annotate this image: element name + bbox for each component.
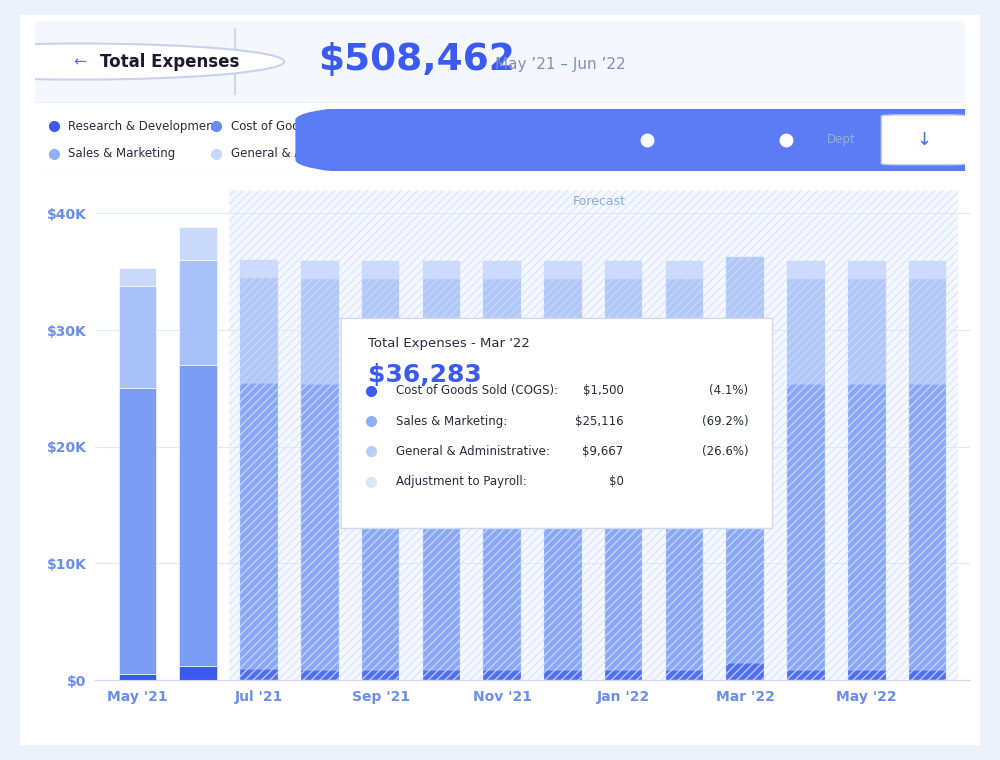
Bar bbox=[119, 674, 156, 680]
Text: (69.2%): (69.2%) bbox=[702, 415, 748, 428]
Text: General & Administrative: General & Administrative bbox=[231, 147, 381, 160]
Bar bbox=[605, 261, 642, 279]
Text: $0: $0 bbox=[609, 475, 624, 488]
Text: $508,462: $508,462 bbox=[318, 42, 515, 78]
Bar bbox=[362, 261, 399, 279]
Text: Class: Class bbox=[706, 133, 738, 147]
Bar bbox=[301, 279, 339, 384]
Bar bbox=[787, 670, 825, 680]
Text: Total Expenses: Total Expenses bbox=[100, 52, 240, 71]
Bar bbox=[605, 384, 642, 670]
Bar bbox=[423, 384, 460, 670]
Bar bbox=[848, 384, 886, 670]
FancyBboxPatch shape bbox=[295, 100, 958, 179]
Text: Cost of Goods Sold (COGS):: Cost of Goods Sold (COGS): bbox=[396, 385, 558, 397]
Bar bbox=[119, 388, 156, 674]
Bar bbox=[240, 669, 278, 680]
FancyBboxPatch shape bbox=[458, 100, 1000, 179]
Bar bbox=[179, 667, 217, 680]
Text: Sales & Marketing:: Sales & Marketing: bbox=[396, 415, 507, 428]
FancyBboxPatch shape bbox=[26, 108, 974, 172]
Bar bbox=[909, 261, 946, 279]
Bar bbox=[423, 670, 460, 680]
Text: $36,283: $36,283 bbox=[368, 363, 482, 387]
Bar bbox=[726, 257, 764, 369]
Bar bbox=[119, 286, 156, 388]
Bar bbox=[179, 260, 217, 365]
Bar bbox=[179, 365, 217, 667]
Bar bbox=[666, 384, 703, 670]
Bar bbox=[605, 670, 642, 680]
Bar bbox=[483, 279, 521, 384]
FancyBboxPatch shape bbox=[26, 20, 974, 103]
Text: General & Administrative:: General & Administrative: bbox=[396, 445, 550, 458]
Bar bbox=[666, 670, 703, 680]
Bar bbox=[544, 279, 582, 384]
Bar bbox=[666, 279, 703, 384]
Bar bbox=[848, 670, 886, 680]
Text: $25,116: $25,116 bbox=[575, 415, 624, 428]
Circle shape bbox=[0, 43, 284, 80]
Bar bbox=[666, 261, 703, 279]
FancyBboxPatch shape bbox=[881, 115, 967, 165]
Bar bbox=[362, 279, 399, 384]
Text: ↓: ↓ bbox=[917, 131, 932, 149]
Text: (26.6%): (26.6%) bbox=[702, 445, 748, 458]
Text: Adjustment to Payroll:: Adjustment to Payroll: bbox=[396, 475, 527, 488]
Bar bbox=[544, 670, 582, 680]
Bar bbox=[787, 384, 825, 670]
Bar bbox=[483, 261, 521, 279]
Text: May ’21 – Jun ’22: May ’21 – Jun ’22 bbox=[495, 57, 626, 72]
FancyBboxPatch shape bbox=[6, 5, 994, 755]
Text: Sales & Marketing: Sales & Marketing bbox=[68, 147, 176, 160]
Text: Cost of Goods Sold (COGS): Cost of Goods Sold (COGS) bbox=[231, 119, 389, 133]
Bar bbox=[362, 384, 399, 670]
Bar bbox=[229, 190, 958, 680]
Bar bbox=[544, 261, 582, 279]
Bar bbox=[423, 261, 460, 279]
Text: ←: ← bbox=[73, 54, 86, 69]
Bar bbox=[362, 670, 399, 680]
Text: Include Payroll: Include Payroll bbox=[486, 133, 572, 147]
Bar bbox=[848, 279, 886, 384]
Bar bbox=[848, 261, 886, 279]
Bar bbox=[909, 279, 946, 384]
Bar bbox=[423, 279, 460, 384]
Bar bbox=[483, 384, 521, 670]
Bar bbox=[301, 261, 339, 279]
Bar bbox=[179, 227, 217, 260]
Text: $1,500: $1,500 bbox=[583, 385, 624, 397]
Bar bbox=[240, 260, 278, 277]
Text: $9,667: $9,667 bbox=[582, 445, 624, 458]
Text: Total Expenses - Mar '22: Total Expenses - Mar '22 bbox=[368, 337, 530, 350]
Bar bbox=[483, 670, 521, 680]
Bar bbox=[240, 382, 278, 669]
Bar bbox=[544, 384, 582, 670]
FancyBboxPatch shape bbox=[341, 318, 773, 528]
Bar bbox=[726, 369, 764, 663]
Bar bbox=[301, 384, 339, 670]
Bar bbox=[726, 663, 764, 680]
Text: (4.1%): (4.1%) bbox=[709, 385, 748, 397]
Text: Forecast: Forecast bbox=[573, 195, 626, 207]
Bar bbox=[301, 670, 339, 680]
Bar bbox=[787, 261, 825, 279]
Bar bbox=[787, 279, 825, 384]
Bar bbox=[119, 268, 156, 286]
Bar bbox=[240, 277, 278, 382]
Bar bbox=[909, 384, 946, 670]
Bar bbox=[605, 279, 642, 384]
Bar bbox=[909, 670, 946, 680]
Text: Dept: Dept bbox=[827, 133, 856, 147]
Text: Research & Development: Research & Development bbox=[68, 119, 219, 133]
